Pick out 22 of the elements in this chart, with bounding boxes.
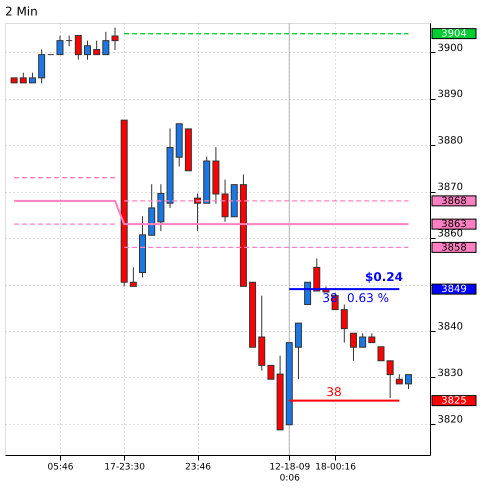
x-tick-label: 05:46: [48, 462, 74, 472]
annotation: $0.24: [365, 270, 403, 284]
chart-title: 2 Min: [5, 4, 38, 18]
text: 3904: [441, 28, 467, 40]
y-tick-label: 3820: [438, 414, 463, 426]
text: 3825: [441, 396, 467, 407]
text: 3868: [441, 196, 467, 207]
text: 3858: [441, 242, 467, 254]
y-tick-label: 3900: [438, 42, 463, 54]
x-tick-label: 12-18-09 0:06: [269, 462, 310, 484]
annotation: 38: [326, 385, 342, 399]
text: 3849: [441, 284, 467, 296]
y-tick-label: 3880: [438, 136, 463, 147]
y-tick-label: 3840: [438, 321, 463, 332]
x-tick-label: 23:46: [185, 462, 212, 472]
x-tick-label: 17-23:30: [104, 462, 146, 472]
y-tick-label: 3890: [438, 89, 463, 100]
y-tick-label: 3870: [438, 182, 463, 194]
y-tick-label: 3830: [438, 368, 463, 379]
x-tick-label: 18-00:16: [315, 462, 356, 472]
text: 3863: [441, 219, 467, 230]
annotation: 0.63 %: [347, 291, 389, 305]
